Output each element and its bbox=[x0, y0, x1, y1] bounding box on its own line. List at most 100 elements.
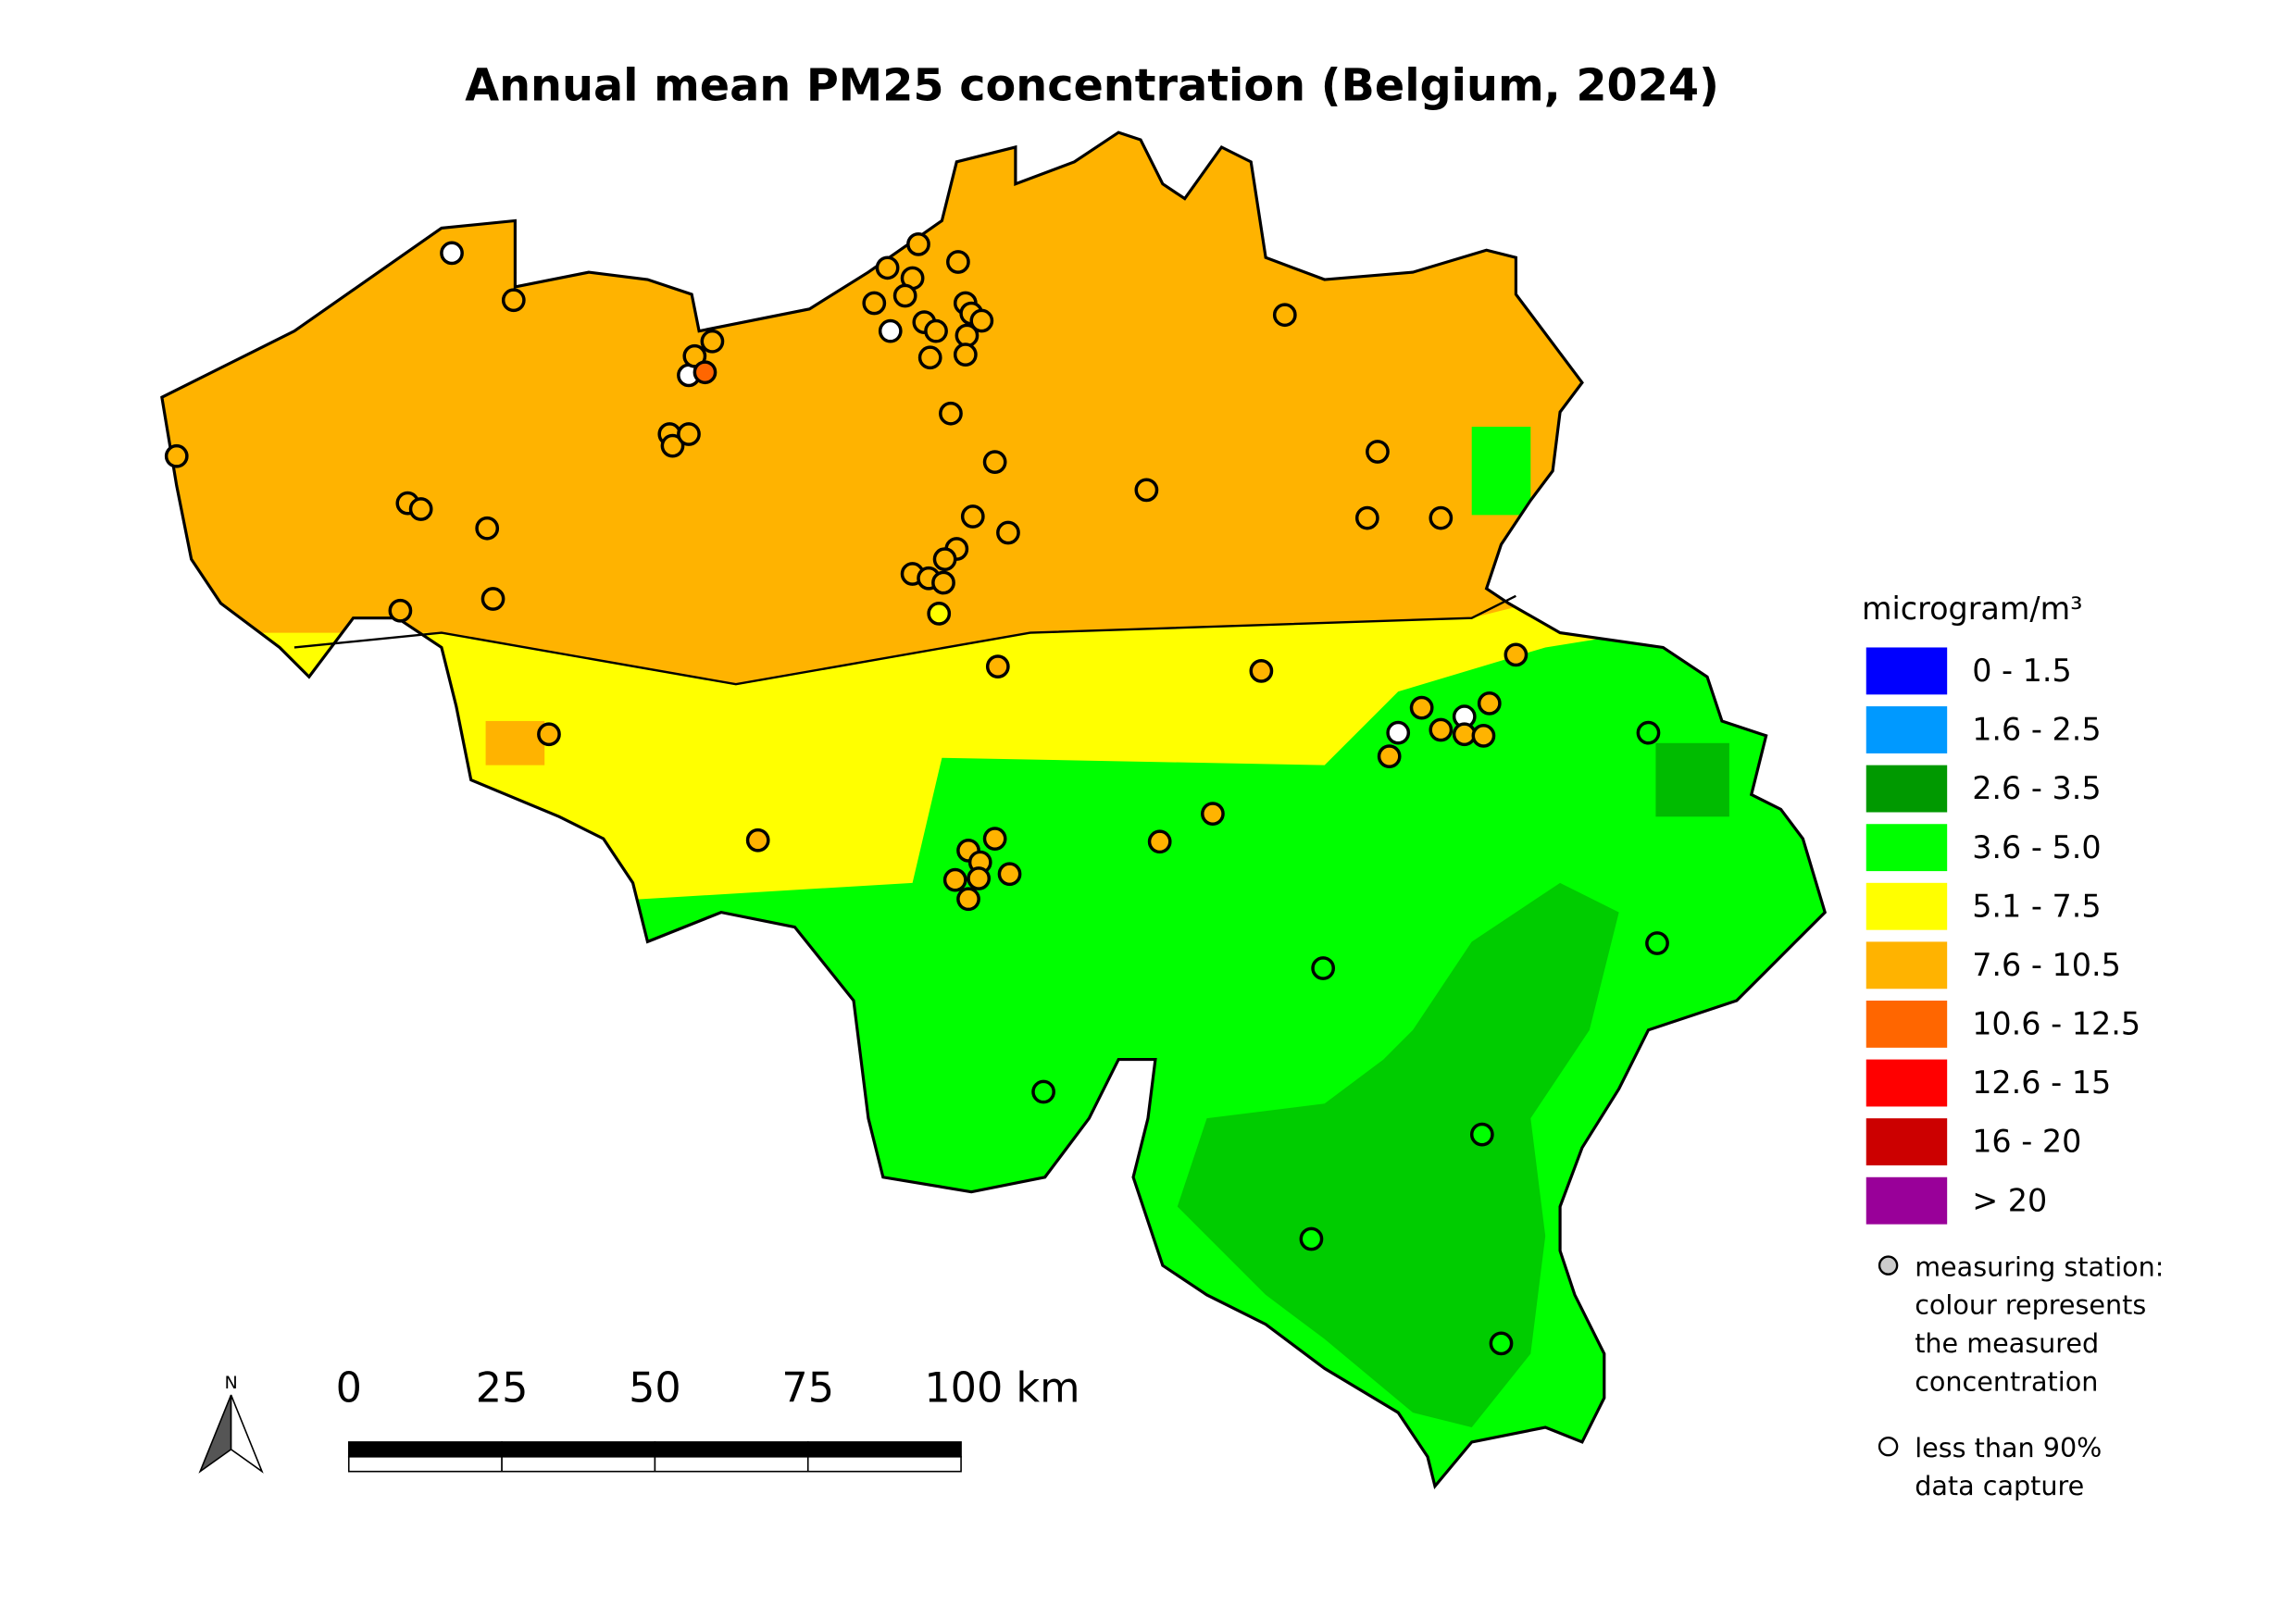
scale-label: 50 bbox=[629, 1364, 681, 1412]
legend-label: 7.6 - 10.5 bbox=[1972, 947, 2121, 983]
station bbox=[939, 401, 963, 426]
station bbox=[1645, 931, 1669, 955]
station bbox=[1147, 829, 1172, 854]
station-symbol bbox=[1878, 1255, 1899, 1276]
legend-label: 10.6 - 12.5 bbox=[1972, 1006, 2140, 1042]
station-note: the measured bbox=[1915, 1327, 2099, 1359]
station bbox=[501, 288, 526, 313]
station bbox=[1272, 303, 1297, 328]
stations bbox=[164, 232, 1669, 1356]
legend-swatch bbox=[1866, 882, 1948, 930]
station bbox=[660, 433, 685, 458]
station bbox=[927, 602, 952, 626]
scale-segment bbox=[501, 1441, 656, 1458]
station bbox=[1354, 505, 1379, 530]
station bbox=[878, 318, 903, 343]
station bbox=[1366, 440, 1390, 464]
station bbox=[906, 232, 930, 256]
station bbox=[388, 598, 413, 623]
station-note: concentration bbox=[1915, 1365, 2098, 1397]
station bbox=[408, 497, 433, 521]
station bbox=[875, 255, 900, 280]
station bbox=[1429, 717, 1454, 742]
station bbox=[700, 329, 725, 354]
scale-bar: 0 25 50 75 100 km bbox=[336, 1364, 1080, 1473]
station bbox=[1489, 1331, 1514, 1356]
legend-swatch bbox=[1866, 706, 1948, 753]
station bbox=[917, 345, 942, 370]
scale-label: 0 bbox=[336, 1364, 362, 1412]
legend-label: 1.6 - 2.5 bbox=[1972, 712, 2101, 748]
station bbox=[1636, 720, 1661, 745]
station bbox=[164, 443, 189, 468]
station bbox=[996, 520, 1020, 545]
scale-segment bbox=[347, 1441, 503, 1458]
station bbox=[982, 450, 1007, 475]
legend-label: 2.6 - 3.5 bbox=[1972, 770, 2101, 806]
legend-label: > 20 bbox=[1972, 1182, 2047, 1218]
north-label: N bbox=[224, 1373, 237, 1393]
zone-low bbox=[1471, 427, 1531, 516]
scale-segment bbox=[806, 1456, 962, 1473]
station bbox=[693, 360, 718, 385]
legend-swatch bbox=[1866, 647, 1948, 695]
legend-label: 3.6 - 5.0 bbox=[1972, 829, 2101, 865]
station bbox=[960, 504, 985, 529]
station bbox=[1386, 720, 1411, 745]
scale-segment bbox=[347, 1456, 503, 1473]
station bbox=[892, 283, 917, 308]
station bbox=[1311, 956, 1336, 980]
station bbox=[967, 866, 992, 890]
legend-swatch bbox=[1866, 824, 1948, 872]
station bbox=[997, 862, 1022, 887]
station bbox=[1477, 691, 1502, 716]
zone-lower bbox=[1177, 882, 1619, 1428]
region-border bbox=[293, 594, 1516, 686]
map-frame: Annual mean PM25 concentration (Belgium,… bbox=[160, 60, 2164, 1501]
legend-label: 16 - 20 bbox=[1972, 1124, 2081, 1160]
legend-label: 0 - 1.5 bbox=[1972, 653, 2072, 689]
station bbox=[982, 827, 1007, 852]
scale-segment bbox=[654, 1456, 809, 1473]
station bbox=[1469, 1122, 1494, 1147]
station bbox=[924, 318, 948, 343]
station bbox=[955, 323, 980, 348]
capture-note: less than 90% bbox=[1915, 1432, 2102, 1463]
capture-note: data capture bbox=[1915, 1470, 2084, 1501]
station bbox=[1429, 505, 1454, 530]
legend-swatch bbox=[1866, 1059, 1948, 1107]
legend-title: microgram/m³ bbox=[1862, 591, 2083, 627]
station bbox=[969, 308, 994, 333]
station bbox=[932, 547, 957, 571]
station bbox=[956, 887, 980, 912]
station bbox=[1299, 1226, 1324, 1251]
station bbox=[942, 867, 967, 892]
station bbox=[1504, 642, 1529, 667]
station bbox=[677, 422, 701, 446]
station bbox=[946, 250, 970, 274]
scale-segment bbox=[501, 1456, 656, 1473]
station bbox=[745, 828, 770, 853]
capture-symbol bbox=[1878, 1436, 1899, 1457]
station bbox=[862, 291, 887, 316]
scale-label: 75 bbox=[781, 1364, 834, 1412]
station bbox=[1377, 744, 1402, 768]
station bbox=[1134, 478, 1159, 503]
north-arrow: N bbox=[198, 1373, 264, 1474]
map-title: Annual mean PM25 concentration (Belgium,… bbox=[465, 60, 1719, 111]
legend-swatch bbox=[1866, 941, 1948, 989]
legend-swatch bbox=[1866, 1118, 1948, 1166]
station-note: colour represents bbox=[1915, 1289, 2146, 1321]
station bbox=[953, 342, 978, 367]
legend-swatch bbox=[1866, 1000, 1948, 1048]
scale-segment bbox=[806, 1441, 962, 1458]
station bbox=[1452, 722, 1477, 747]
scale-segment bbox=[654, 1441, 809, 1458]
legend-label: 5.1 - 7.5 bbox=[1972, 888, 2101, 924]
station bbox=[931, 570, 955, 595]
scale-label: 100 km bbox=[924, 1364, 1079, 1412]
station bbox=[537, 722, 561, 747]
station bbox=[1031, 1079, 1055, 1104]
legend-swatch bbox=[1866, 765, 1948, 813]
